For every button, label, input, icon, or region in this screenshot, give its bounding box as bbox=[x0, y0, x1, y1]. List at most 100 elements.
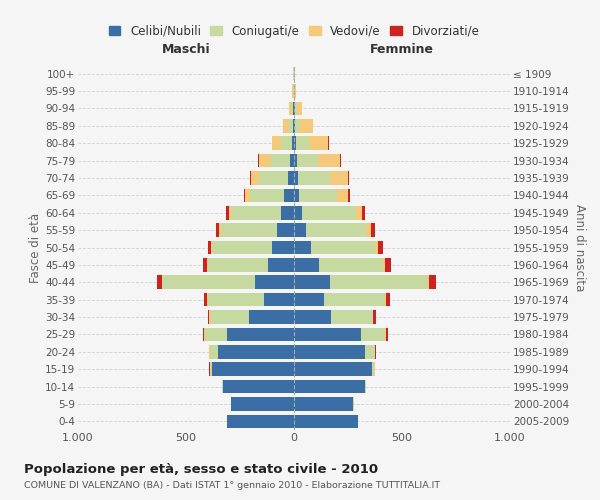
Bar bbox=[208, 310, 209, 324]
Bar bbox=[295, 84, 296, 98]
Bar bbox=[210, 362, 212, 376]
Bar bbox=[292, 102, 293, 115]
Bar bbox=[251, 171, 259, 185]
Bar bbox=[293, 119, 294, 132]
Bar bbox=[294, 380, 365, 394]
Bar bbox=[220, 224, 221, 237]
Bar bbox=[227, 414, 294, 428]
Bar bbox=[248, 310, 294, 324]
Bar bbox=[372, 362, 374, 376]
Text: Femmine: Femmine bbox=[370, 44, 434, 57]
Y-axis label: Anni di nascita: Anni di nascita bbox=[573, 204, 586, 291]
Bar bbox=[294, 119, 295, 132]
Bar bbox=[294, 206, 302, 220]
Bar bbox=[386, 328, 388, 341]
Bar bbox=[284, 188, 294, 202]
Bar bbox=[294, 276, 329, 289]
Bar bbox=[298, 171, 330, 185]
Bar bbox=[292, 136, 294, 150]
Bar bbox=[207, 258, 208, 272]
Bar bbox=[348, 188, 350, 202]
Bar bbox=[232, 206, 281, 220]
Bar bbox=[319, 258, 383, 272]
Bar bbox=[245, 188, 250, 202]
Bar bbox=[294, 258, 319, 272]
Bar bbox=[210, 345, 218, 358]
Bar bbox=[210, 310, 248, 324]
Bar bbox=[294, 188, 299, 202]
Bar bbox=[281, 206, 294, 220]
Bar bbox=[385, 258, 391, 272]
Bar bbox=[301, 119, 313, 132]
Legend: Celibi/Nubili, Coniugati/e, Vedovi/e, Divorziati/e: Celibi/Nubili, Coniugati/e, Vedovi/e, Di… bbox=[104, 20, 484, 42]
Bar bbox=[295, 102, 297, 115]
Bar bbox=[294, 397, 353, 410]
Bar bbox=[318, 154, 340, 168]
Bar bbox=[283, 119, 289, 132]
Bar bbox=[385, 328, 386, 341]
Bar bbox=[296, 154, 318, 168]
Bar bbox=[203, 258, 207, 272]
Bar bbox=[270, 154, 290, 168]
Bar bbox=[428, 276, 436, 289]
Bar bbox=[297, 102, 302, 115]
Bar bbox=[223, 380, 294, 394]
Bar bbox=[294, 414, 358, 428]
Bar bbox=[378, 240, 383, 254]
Bar bbox=[383, 258, 385, 272]
Bar bbox=[365, 380, 366, 394]
Bar bbox=[337, 188, 348, 202]
Bar bbox=[294, 293, 324, 306]
Bar bbox=[264, 293, 294, 306]
Bar bbox=[295, 119, 301, 132]
Bar bbox=[272, 136, 281, 150]
Bar bbox=[331, 310, 373, 324]
Bar bbox=[205, 328, 227, 341]
Bar bbox=[324, 293, 385, 306]
Bar bbox=[244, 188, 245, 202]
Bar bbox=[294, 240, 311, 254]
Bar bbox=[255, 276, 294, 289]
Bar bbox=[289, 119, 293, 132]
Bar bbox=[294, 345, 365, 358]
Bar bbox=[221, 224, 277, 237]
Bar bbox=[293, 102, 294, 115]
Bar bbox=[371, 224, 375, 237]
Bar bbox=[365, 345, 375, 358]
Text: COMUNE DI VALENZANO (BA) - Dati ISTAT 1° gennaio 2010 - Elaborazione TUTTITALIA.: COMUNE DI VALENZANO (BA) - Dati ISTAT 1°… bbox=[24, 481, 440, 490]
Bar bbox=[162, 276, 255, 289]
Bar bbox=[294, 310, 331, 324]
Bar bbox=[157, 276, 162, 289]
Bar bbox=[227, 328, 294, 341]
Bar bbox=[212, 362, 294, 376]
Bar bbox=[287, 171, 294, 185]
Bar bbox=[294, 328, 361, 341]
Bar bbox=[259, 154, 270, 168]
Bar bbox=[347, 171, 349, 185]
Bar bbox=[203, 328, 205, 341]
Bar bbox=[356, 206, 362, 220]
Bar bbox=[212, 240, 272, 254]
Bar bbox=[232, 397, 294, 410]
Bar bbox=[289, 102, 292, 115]
Bar bbox=[294, 102, 295, 115]
Bar bbox=[294, 136, 296, 150]
Bar bbox=[362, 206, 365, 220]
Bar bbox=[373, 310, 376, 324]
Bar bbox=[302, 206, 356, 220]
Bar bbox=[208, 258, 268, 272]
Bar bbox=[375, 240, 378, 254]
Bar bbox=[281, 136, 292, 150]
Bar bbox=[294, 224, 306, 237]
Bar bbox=[226, 206, 229, 220]
Bar bbox=[340, 154, 341, 168]
Bar bbox=[218, 345, 294, 358]
Bar bbox=[272, 240, 294, 254]
Bar bbox=[222, 380, 223, 394]
Bar bbox=[259, 171, 287, 185]
Bar bbox=[367, 224, 371, 237]
Bar bbox=[229, 206, 232, 220]
Text: Maschi: Maschi bbox=[161, 44, 211, 57]
Bar bbox=[250, 188, 284, 202]
Bar bbox=[296, 136, 308, 150]
